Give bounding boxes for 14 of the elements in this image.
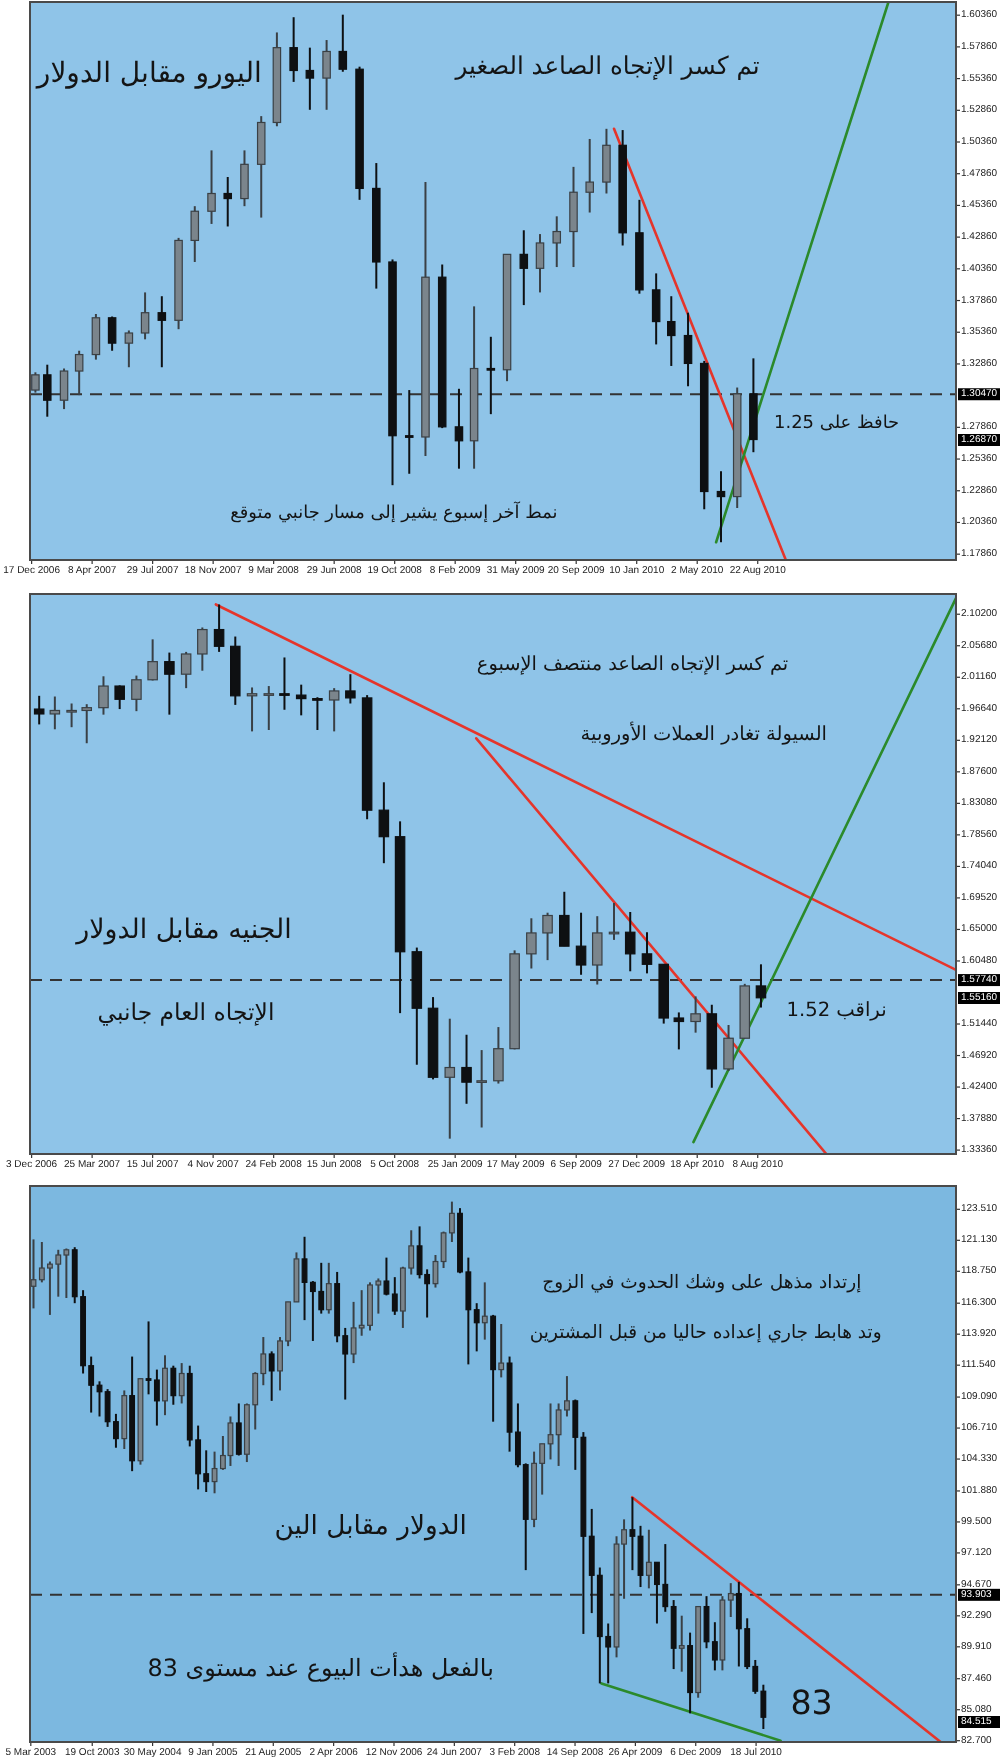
annotation: 83 (790, 1684, 833, 1722)
annotation: نراقب 1.52 (786, 1000, 887, 1022)
annotation: حافظ على 1.25 (774, 414, 900, 434)
text: الدولار مقابل الين (274, 1512, 467, 1542)
text: اليورو مقابل الدولار (34, 58, 262, 90)
text: الجنيه مقابل الدولار (74, 916, 292, 946)
annotation: نمط آخر إسبوع يشير إلى مسار جانبي متوقع (230, 500, 558, 524)
annotation: تم كسر الإتجاه الصاعد منتصف الإسبوع (476, 654, 789, 676)
annotation: تم كسر الإتجاه الصاعد الصغير (453, 52, 760, 80)
annotation: وتد هابط جاري إعداده حاليا من قبل المشترين (529, 1322, 882, 1344)
annotation: بالفعل هدأت البيوع عند مستوى 83 (147, 1652, 494, 1682)
annotation: الإتجاه العام جانبي (97, 998, 275, 1026)
annotation: إرتداد مذهل على وشك الحدوث في الزوج (542, 1272, 863, 1294)
annotation: السيولة تغادر العملات الأوروبية (580, 720, 828, 746)
